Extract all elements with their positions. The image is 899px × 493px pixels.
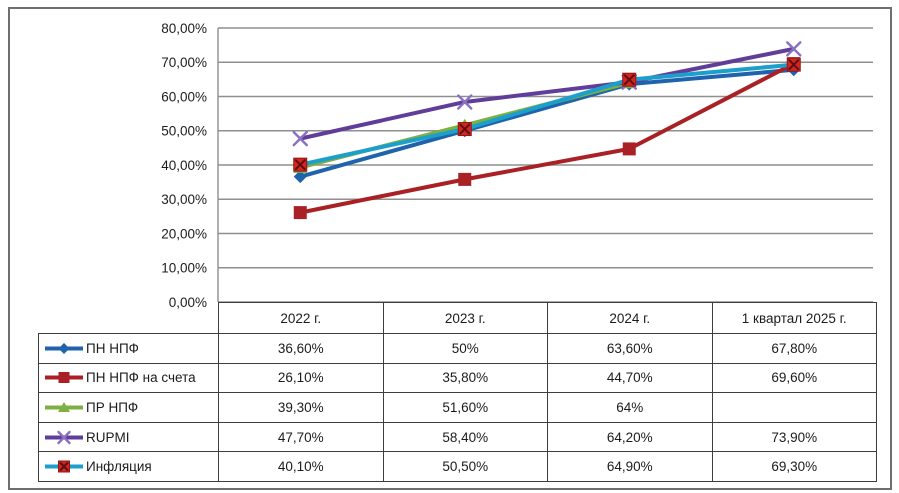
value-cell: 73,90% [711,421,877,453]
blank-corner-cell [39,303,219,334]
value-cell: 58,40% [382,421,548,453]
y-axis-tick-label: 30,00% [161,192,207,207]
marker-diamond [293,170,307,184]
y-axis-tick-label: 40,00% [161,158,207,173]
value-cell: 39,30% [218,392,384,423]
legend-cell: ПН НПФ на счета [38,362,219,394]
value-cell [711,392,877,423]
marker-x [57,430,71,444]
series-line [299,62,794,167]
value-cell: 69,60% [711,362,877,394]
legend-key-icon [45,460,83,473]
marker-x [457,94,473,110]
y-axis-tick-labels: 0,00% 10,00% 20,00% 30,00% 40,00% 50,00% 60,00… [161,21,207,310]
y-axis-tick-label: 20,00% [161,226,207,241]
marker-square [58,372,70,384]
table-row: RUPMI 47,70% 58,40% 64,20% 73,90% [38,421,877,453]
marker-x [786,41,802,57]
value-cell: 51,60% [382,392,548,423]
legend-key-icon [45,372,83,384]
legend-cell: ПН НПФ [38,333,219,364]
value-cell: 40,10% [218,451,384,482]
legend-key-icon [45,401,83,412]
series-name: RUPMI [86,429,130,445]
value-cell: 69,30% [711,451,877,482]
value-cell: 44,70% [547,362,713,394]
marker-x-square-cross [623,74,635,86]
series-line [299,67,794,179]
legend-entry: Инфляция [44,458,214,475]
series-name: ПН НПФ [86,340,139,356]
legend-cell: ПР НПФ [38,392,219,423]
series-5 [293,57,801,172]
data-table: 2022 г. 2023 г. 2024 г. 1 квартал 2025 г. ПН… [38,302,877,482]
legend-cell: Инфляция [38,451,219,482]
value-cell: 64,20% [547,421,713,453]
y-axis-tick-label: 0,00% [169,295,207,310]
y-axis-tick-label: 50,00% [161,124,207,139]
marker-square [293,206,307,220]
marker-x-square-cross [294,158,306,171]
legend-cell: RUPMI [38,421,219,453]
table-row: Инфляция 40,10% 50,50% 64,90% 69,30% [38,451,877,482]
marker-x-square-cross [59,461,69,472]
legend-entry: ПР НПФ [44,399,214,416]
value-cell: 50% [382,333,548,364]
value-cell: 26,10% [218,362,384,394]
column-header: 2024 г. [547,302,713,334]
marker-square [622,142,636,156]
value-cell: 47,70% [218,421,384,453]
column-header: 2023 г. [382,302,548,334]
marker-x-square-cross [788,58,800,71]
y-axis-tick-label: 10,00% [161,261,207,276]
series-name: ПР НПФ [86,399,139,415]
y-axis-tick-label: 60,00% [161,89,207,104]
marker-x [292,130,308,147]
y-axis-tick-label: 70,00% [161,55,207,70]
value-cell: 64% [547,392,713,423]
table-row: ПН НПФ 36,60% 50% 63,60% 67,80% [38,333,877,364]
y-axis-tick-label: 80,00% [161,21,207,36]
column-header: 2022 г. [218,302,384,334]
legend-entry: RUPMI [44,429,214,446]
table-header-row: 2022 г. 2023 г. 2024 г. 1 квартал 2025 г. [39,302,877,334]
series-2 [293,57,801,220]
value-cell: 36,60% [218,333,384,364]
marker-x-square-cross [459,123,471,135]
value-cell: 35,80% [382,362,548,394]
legend-entry: ПН НПФ [44,340,214,357]
legend-entry: ПН НПФ на счета [44,369,214,386]
marker-triangle [58,401,70,412]
series-4 [292,41,802,147]
marker-diamond [58,342,70,354]
legend-key-icon [45,430,83,444]
marker-square [458,172,472,186]
series-line [299,46,795,141]
value-cell: 50,50% [382,451,548,482]
value-cell: 63,60% [547,333,713,364]
legend-key-icon [45,342,83,354]
value-cell: 67,80% [711,333,877,364]
series-name: ПН НПФ на счета [86,370,196,386]
table-row: ПР НПФ 39,30% 51,60% 64% [38,392,877,423]
column-header: 1 квартал 2025 г. [711,302,877,334]
series-name: Инфляция [86,459,152,475]
series-line [299,61,795,215]
value-cell: 64,90% [547,451,713,482]
outer-frame [8,7,892,490]
table-row: ПН НПФ на счета 26,10% 35,80% 44,70% 69,60% [38,362,877,394]
